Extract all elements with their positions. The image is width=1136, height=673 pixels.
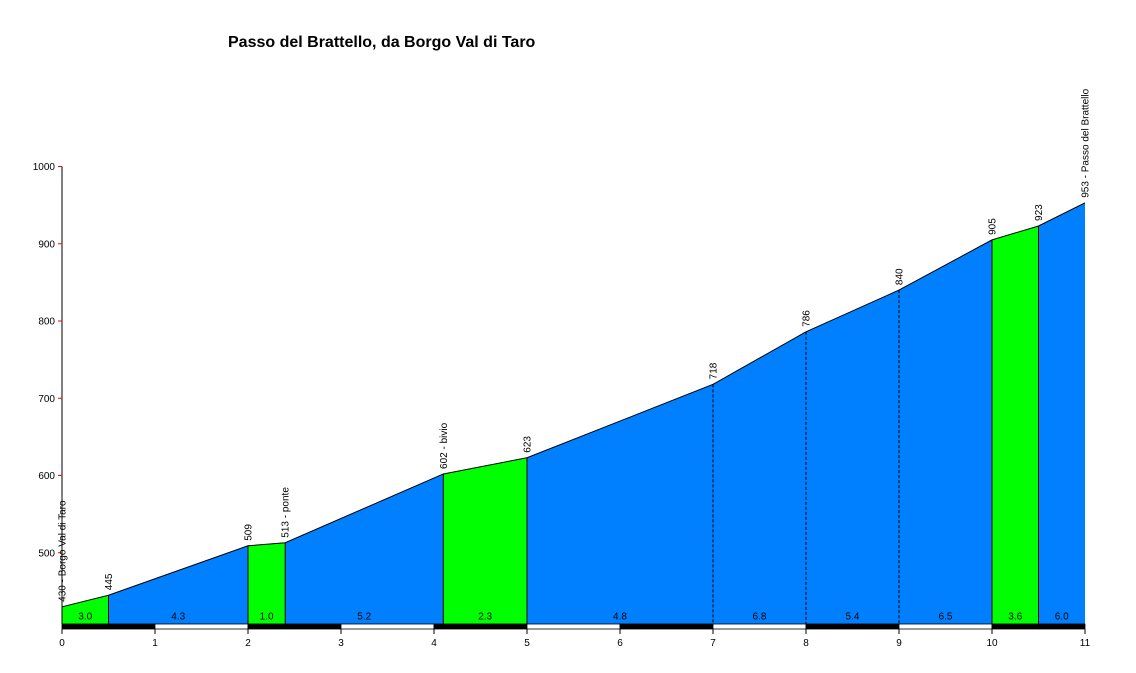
x-tick-label-6: 6 bbox=[617, 638, 623, 649]
gradient-label-2: 1.0 bbox=[260, 612, 274, 623]
x-tick-label-7: 7 bbox=[710, 638, 716, 649]
km-band-7 bbox=[712, 623, 807, 630]
elevation-label-3: 513 - ponte bbox=[281, 487, 292, 538]
gradient-label-3: 5.2 bbox=[357, 612, 371, 623]
profile-segment-7 bbox=[806, 290, 899, 624]
gradient-label-6: 6.8 bbox=[753, 612, 767, 623]
profile-segment-5 bbox=[527, 384, 713, 624]
profile-segment-0 bbox=[62, 595, 109, 624]
elevation-label-7: 786 bbox=[802, 310, 813, 327]
x-tick-label-4: 4 bbox=[431, 638, 437, 649]
elevation-label-9: 905 bbox=[988, 218, 999, 235]
km-band-0 bbox=[61, 623, 156, 630]
elevation-label-11: 953 - Passo del Brattello bbox=[1081, 88, 1092, 197]
elevation-label-0: 430 - Borgo Val di Taro bbox=[58, 500, 69, 602]
gradient-label-9: 3.6 bbox=[1008, 612, 1022, 623]
elevation-label-2: 509 bbox=[244, 524, 255, 541]
x-tick-label-5: 5 bbox=[524, 638, 530, 649]
km-band-3 bbox=[340, 623, 435, 630]
gradient-label-7: 5.4 bbox=[846, 612, 860, 623]
gradient-label-5: 4.8 bbox=[613, 612, 627, 623]
profile-segment-1 bbox=[108, 545, 248, 624]
elevation-label-8: 840 bbox=[895, 268, 906, 285]
gradient-label-1: 4.3 bbox=[171, 612, 185, 623]
profile-line bbox=[61, 202, 1086, 608]
km-band-2 bbox=[247, 623, 342, 630]
y-tick-label-1: 600 bbox=[38, 471, 55, 482]
x-tick-label-9: 9 bbox=[896, 638, 902, 649]
km-band-10 bbox=[991, 623, 1086, 630]
profile-segment-2 bbox=[248, 542, 286, 624]
km-band-5 bbox=[526, 623, 621, 630]
x-tick-label-11: 11 bbox=[1080, 638, 1091, 649]
km-band-4 bbox=[433, 623, 528, 630]
km-band-6 bbox=[619, 623, 714, 630]
gradient-label-8: 6.5 bbox=[939, 612, 953, 623]
y-tick-label-4: 900 bbox=[38, 239, 55, 250]
km-band-8 bbox=[805, 623, 900, 630]
elevation-label-4: 602 - bivio bbox=[439, 422, 450, 469]
x-tick-label-1: 1 bbox=[152, 638, 158, 649]
gradient-label-10: 6.0 bbox=[1055, 612, 1069, 623]
elevation-label-6: 718 bbox=[709, 362, 720, 379]
chart-title: Passo del Brattello, da Borgo Val di Tar… bbox=[228, 34, 536, 51]
x-tick-label-10: 10 bbox=[986, 638, 998, 649]
profile-segment-9 bbox=[992, 225, 1039, 625]
profile-segment-10 bbox=[1038, 202, 1085, 624]
km-band-9 bbox=[898, 623, 993, 630]
y-tick-label-5: 1000 bbox=[33, 162, 56, 173]
x-tick-label-0: 0 bbox=[59, 638, 65, 649]
y-tick-label-0: 500 bbox=[38, 548, 55, 559]
elevation-label-5: 623 bbox=[523, 436, 534, 453]
y-tick-label-2: 700 bbox=[38, 394, 55, 405]
gradient-label-0: 3.0 bbox=[78, 612, 92, 623]
elevation-label-10: 923 bbox=[1034, 204, 1045, 221]
gradient-label-4: 2.3 bbox=[478, 612, 492, 623]
x-tick-label-8: 8 bbox=[803, 638, 809, 649]
km-band-1 bbox=[154, 623, 249, 630]
profile-segment-8 bbox=[899, 239, 992, 624]
profile-segment-4 bbox=[443, 457, 527, 624]
elevation-label-1: 445 bbox=[104, 573, 115, 590]
x-tick-label-3: 3 bbox=[338, 638, 344, 649]
profile-segment-6 bbox=[713, 331, 806, 624]
profile-segment-3 bbox=[285, 473, 444, 624]
y-tick-label-3: 800 bbox=[38, 317, 55, 328]
x-tick-label-2: 2 bbox=[245, 638, 251, 649]
